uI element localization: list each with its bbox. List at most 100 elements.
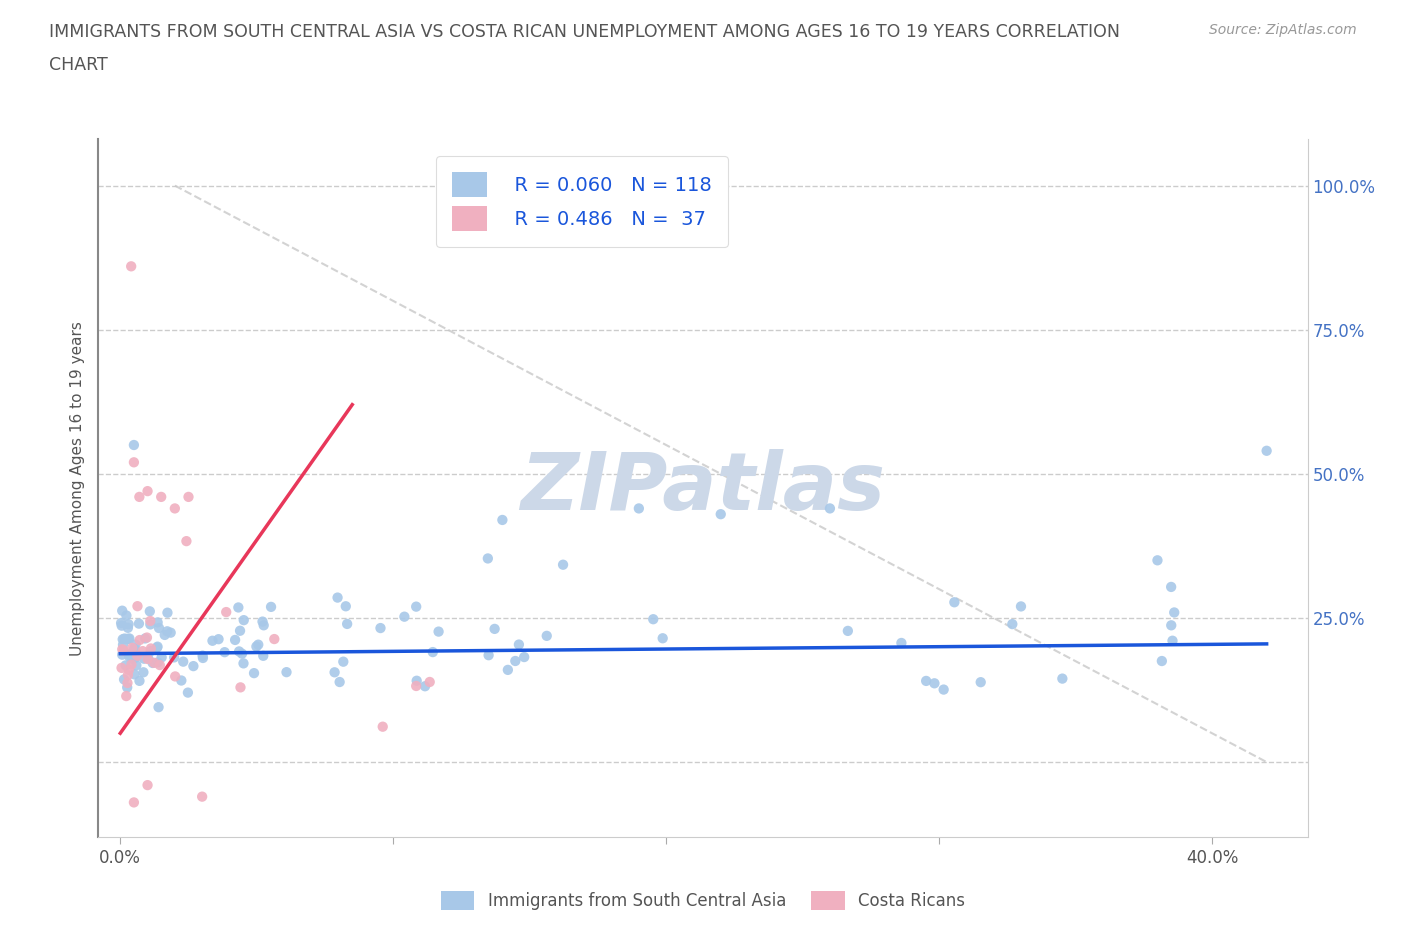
Immigrants from South Central Asia — [478, 648, 501, 663]
Immigrants from South Central Asia — [124, 650, 146, 665]
Immigrants from South Central Asia — [110, 616, 132, 631]
Costa Ricans — [127, 648, 149, 663]
Immigrants from South Central Asia — [477, 551, 499, 565]
Costa Ricans — [110, 660, 132, 675]
Costa Ricans — [163, 501, 186, 516]
Immigrants from South Central Asia — [228, 644, 250, 658]
Immigrants from South Central Asia — [111, 637, 134, 652]
Immigrants from South Central Asia — [146, 615, 169, 630]
Immigrants from South Central Asia — [253, 618, 276, 632]
Immigrants from South Central Asia — [370, 620, 392, 635]
Immigrants from South Central Asia — [643, 612, 665, 627]
Immigrants from South Central Asia — [413, 679, 436, 694]
Immigrants from South Central Asia — [183, 658, 205, 673]
Costa Ricans — [150, 489, 173, 504]
Immigrants from South Central Asia — [114, 658, 136, 672]
Immigrants from South Central Asia — [191, 650, 214, 665]
Immigrants from South Central Asia — [232, 613, 254, 628]
Immigrants from South Central Asia — [484, 621, 506, 636]
Immigrants from South Central Asia — [394, 609, 416, 624]
Immigrants from South Central Asia — [245, 639, 267, 654]
Immigrants from South Central Asia — [405, 673, 427, 688]
Costa Ricans — [176, 534, 198, 549]
Text: Source: ZipAtlas.com: Source: ZipAtlas.com — [1209, 23, 1357, 37]
Costa Ricans — [121, 641, 143, 656]
Immigrants from South Central Asia — [336, 617, 359, 631]
Immigrants from South Central Asia — [156, 605, 179, 620]
Immigrants from South Central Asia — [536, 629, 558, 644]
Immigrants from South Central Asia — [111, 618, 134, 633]
Immigrants from South Central Asia — [207, 631, 229, 646]
Immigrants from South Central Asia — [114, 631, 136, 646]
Immigrants from South Central Asia — [117, 620, 139, 635]
Costa Ricans — [120, 259, 142, 273]
Costa Ricans — [139, 614, 162, 629]
Costa Ricans — [136, 777, 159, 792]
Immigrants from South Central Asia — [970, 675, 993, 690]
Immigrants from South Central Asia — [818, 501, 841, 516]
Immigrants from South Central Asia — [1150, 654, 1173, 669]
Immigrants from South Central Asia — [943, 595, 966, 610]
Immigrants from South Central Asia — [323, 665, 346, 680]
Immigrants from South Central Asia — [124, 637, 146, 652]
Immigrants from South Central Asia — [422, 644, 444, 659]
Immigrants from South Central Asia — [505, 654, 527, 669]
Costa Ricans — [177, 489, 200, 504]
Immigrants from South Central Asia — [513, 650, 536, 665]
Immigrants from South Central Asia — [134, 631, 156, 645]
Immigrants from South Central Asia — [170, 673, 193, 688]
Immigrants from South Central Asia — [117, 617, 139, 631]
Immigrants from South Central Asia — [837, 623, 859, 638]
Immigrants from South Central Asia — [112, 672, 135, 687]
Immigrants from South Central Asia — [125, 658, 148, 672]
Immigrants from South Central Asia — [132, 665, 155, 680]
Immigrants from South Central Asia — [124, 667, 146, 682]
Immigrants from South Central Asia — [201, 633, 224, 648]
Immigrants from South Central Asia — [146, 639, 169, 654]
Costa Ricans — [263, 631, 285, 646]
Costa Ricans — [128, 632, 150, 647]
Immigrants from South Central Asia — [335, 599, 357, 614]
Immigrants from South Central Asia — [111, 647, 134, 662]
Y-axis label: Unemployment Among Ages 16 to 19 years: Unemployment Among Ages 16 to 19 years — [70, 321, 86, 656]
Immigrants from South Central Asia — [177, 685, 200, 700]
Immigrants from South Central Asia — [232, 656, 254, 671]
Immigrants from South Central Asia — [117, 647, 139, 662]
Costa Ricans — [136, 631, 159, 645]
Immigrants from South Central Asia — [153, 628, 176, 643]
Costa Ricans — [136, 484, 159, 498]
Immigrants from South Central Asia — [148, 699, 170, 714]
Immigrants from South Central Asia — [172, 654, 194, 669]
Immigrants from South Central Asia — [1010, 599, 1032, 614]
Immigrants from South Central Asia — [890, 635, 912, 650]
Immigrants from South Central Asia — [111, 631, 134, 646]
Immigrants from South Central Asia — [252, 614, 274, 629]
Costa Ricans — [122, 795, 145, 810]
Costa Ricans — [127, 599, 149, 614]
Immigrants from South Central Asia — [214, 644, 236, 659]
Immigrants from South Central Asia — [150, 650, 173, 665]
Immigrants from South Central Asia — [1001, 617, 1024, 631]
Costa Ricans — [229, 680, 252, 695]
Immigrants from South Central Asia — [252, 648, 274, 663]
Immigrants from South Central Asia — [1161, 633, 1184, 648]
Text: IMMIGRANTS FROM SOUTH CENTRAL ASIA VS COSTA RICAN UNEMPLOYMENT AMONG AGES 16 TO : IMMIGRANTS FROM SOUTH CENTRAL ASIA VS CO… — [49, 23, 1121, 41]
Immigrants from South Central Asia — [159, 625, 181, 640]
Immigrants from South Central Asia — [332, 654, 354, 669]
Immigrants from South Central Asia — [1163, 605, 1185, 620]
Immigrants from South Central Asia — [231, 646, 253, 661]
Immigrants from South Central Asia — [115, 631, 138, 646]
Costa Ricans — [419, 674, 441, 689]
Immigrants from South Central Asia — [508, 637, 530, 652]
Immigrants from South Central Asia — [651, 631, 673, 645]
Text: ZIPatlas: ZIPatlas — [520, 449, 886, 527]
Legend: Immigrants from South Central Asia, Costa Ricans: Immigrants from South Central Asia, Cost… — [434, 884, 972, 917]
Immigrants from South Central Asia — [915, 673, 938, 688]
Costa Ricans — [405, 679, 427, 694]
Costa Ricans — [128, 489, 150, 504]
Immigrants from South Central Asia — [191, 648, 214, 663]
Immigrants from South Central Asia — [326, 591, 349, 605]
Immigrants from South Central Asia — [932, 682, 955, 697]
Costa Ricans — [122, 455, 145, 470]
Immigrants from South Central Asia — [118, 646, 141, 661]
